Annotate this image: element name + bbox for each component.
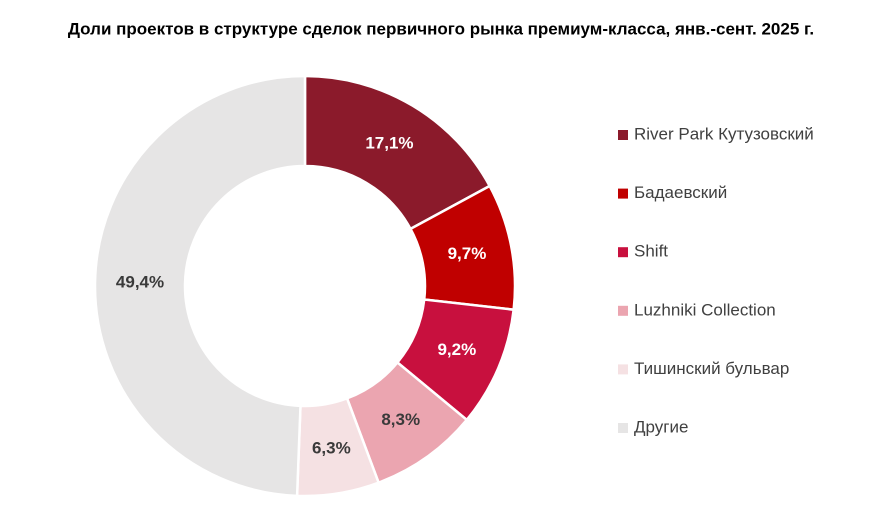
legend-label: Другие — [634, 417, 688, 436]
legend-swatch — [618, 305, 628, 316]
data-label: 49,4% — [116, 272, 164, 291]
legend-label: Luzhniki Collection — [634, 300, 776, 319]
legend-label: River Park Кутузовский — [634, 124, 814, 143]
legend-label: Бадаевский — [634, 183, 727, 202]
data-label: 6,3% — [312, 438, 351, 457]
slice — [93, 74, 307, 498]
legend-label: Shift — [634, 242, 668, 261]
legend-swatch — [618, 188, 628, 199]
data-label: 9,7% — [448, 244, 487, 263]
chart-title: Доли проектов в структуре сделок первичн… — [68, 19, 814, 38]
legend-swatch — [618, 247, 628, 258]
legend-swatch — [618, 130, 628, 140]
legend-swatch — [618, 364, 628, 375]
legend-swatch — [618, 423, 628, 433]
data-label: 17,1% — [365, 134, 413, 153]
legend-label: Тишинский бульвар — [634, 359, 789, 378]
data-label: 9,2% — [437, 340, 476, 359]
data-label: 8,3% — [381, 410, 420, 429]
